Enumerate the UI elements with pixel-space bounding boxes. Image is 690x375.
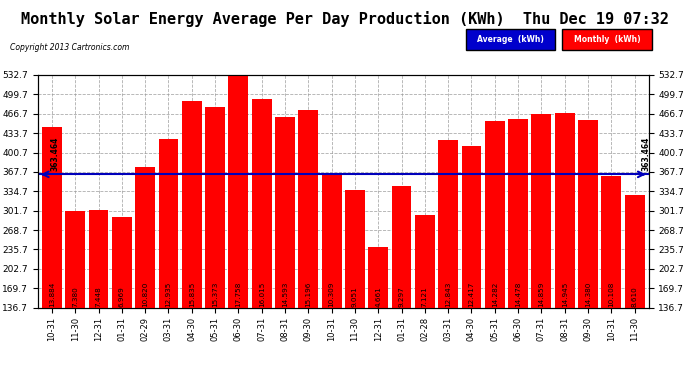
Bar	[228, 76, 248, 308]
Bar	[508, 119, 528, 308]
Bar	[392, 186, 411, 308]
Text: Monthly  (kWh): Monthly (kWh)	[574, 35, 640, 44]
Text: 15.373: 15.373	[212, 281, 218, 307]
Bar	[462, 146, 482, 308]
Bar	[88, 210, 108, 308]
Bar	[275, 117, 295, 308]
Text: 9.051: 9.051	[352, 286, 358, 307]
Text: Monthly Solar Energy Average Per Day Production (KWh)  Thu Dec 19 07:32: Monthly Solar Energy Average Per Day Pro…	[21, 11, 669, 27]
Text: 363.464: 363.464	[51, 137, 60, 171]
Bar	[578, 120, 598, 308]
Bar	[42, 127, 62, 308]
Bar	[531, 114, 551, 308]
Bar	[182, 101, 201, 308]
Text: 16.015: 16.015	[259, 281, 265, 307]
Text: 10.820: 10.820	[142, 281, 148, 307]
Bar	[252, 99, 272, 308]
Bar	[345, 190, 365, 308]
Text: 14.945: 14.945	[562, 281, 568, 307]
Text: 7.121: 7.121	[422, 286, 428, 307]
Text: 7.448: 7.448	[95, 286, 101, 307]
Text: 10.108: 10.108	[609, 281, 614, 307]
Text: 7.380: 7.380	[72, 286, 78, 307]
Bar	[66, 211, 85, 308]
Text: 14.282: 14.282	[492, 281, 497, 307]
Bar	[298, 110, 318, 308]
Bar	[205, 107, 225, 308]
Bar	[368, 247, 388, 308]
Text: 6.969: 6.969	[119, 286, 125, 307]
Text: 15.196: 15.196	[305, 281, 311, 307]
Text: Copyright 2013 Cartronics.com: Copyright 2013 Cartronics.com	[10, 43, 130, 52]
Bar	[438, 140, 458, 308]
Text: 12.935: 12.935	[166, 281, 172, 307]
Bar	[602, 176, 621, 308]
Text: 13.884: 13.884	[49, 281, 55, 307]
Text: 12.843: 12.843	[445, 281, 451, 307]
Bar	[415, 215, 435, 308]
Text: Average  (kWh): Average (kWh)	[477, 35, 544, 44]
Text: 15.835: 15.835	[189, 281, 195, 307]
Bar	[112, 217, 132, 308]
Text: 14.478: 14.478	[515, 281, 521, 307]
Bar	[624, 195, 644, 308]
Text: 17.758: 17.758	[235, 281, 242, 307]
Text: 14.593: 14.593	[282, 281, 288, 307]
Bar	[159, 139, 179, 308]
Bar	[322, 173, 342, 308]
Text: 363.464: 363.464	[642, 137, 651, 171]
Text: 14.380: 14.380	[585, 281, 591, 307]
Text: 14.859: 14.859	[538, 281, 544, 307]
Bar	[555, 113, 575, 308]
Text: 12.417: 12.417	[469, 281, 475, 307]
Bar	[135, 166, 155, 308]
Text: 10.309: 10.309	[328, 281, 335, 307]
Bar	[485, 122, 504, 308]
Text: 8.610: 8.610	[631, 286, 638, 307]
Text: 9.297: 9.297	[399, 286, 404, 307]
Text: 4.661: 4.661	[375, 286, 382, 307]
